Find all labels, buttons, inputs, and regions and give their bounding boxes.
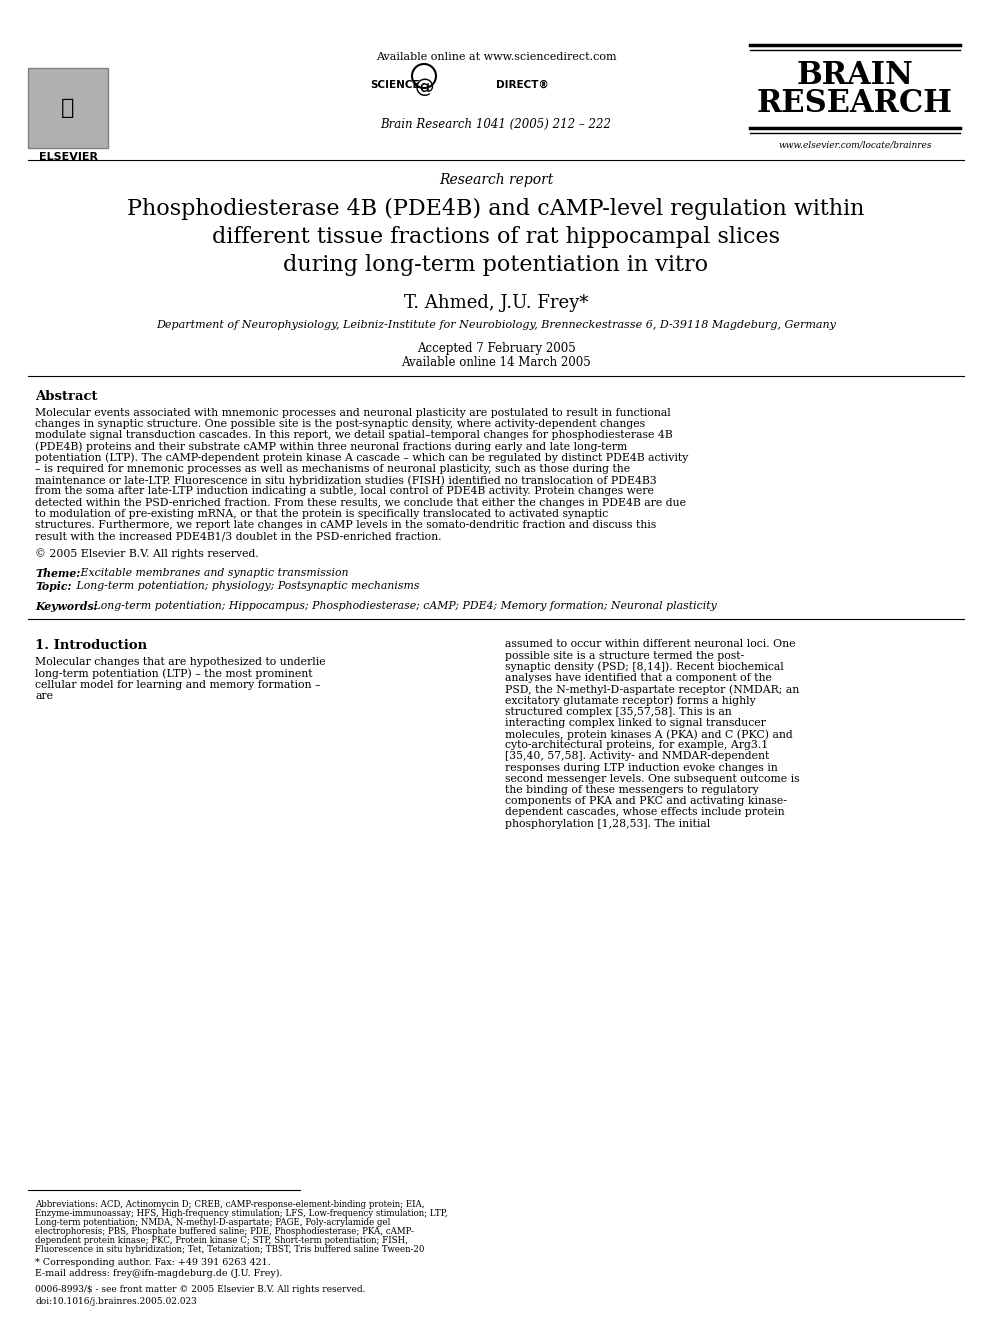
Text: are: are [35, 691, 53, 701]
Text: 🌳: 🌳 [62, 98, 74, 118]
Text: © 2005 Elsevier B.V. All rights reserved.: © 2005 Elsevier B.V. All rights reserved… [35, 549, 259, 560]
Text: Long-term potentiation; physiology; Postsynaptic mechanisms: Long-term potentiation; physiology; Post… [73, 581, 420, 591]
Text: Theme:: Theme: [35, 569, 80, 579]
Text: synaptic density (PSD; [8,14]). Recent biochemical: synaptic density (PSD; [8,14]). Recent b… [505, 662, 784, 672]
Text: assumed to occur within different neuronal loci. One: assumed to occur within different neuron… [505, 639, 796, 650]
Text: Topic:: Topic: [35, 581, 71, 593]
Text: Fluorescence in situ hybridization; Tet, Tetanization; TBST, Tris buffered salin: Fluorescence in situ hybridization; Tet,… [35, 1245, 425, 1254]
Text: dependent cascades, whose effects include protein: dependent cascades, whose effects includ… [505, 807, 785, 818]
Text: 0006-8993/$ - see front matter © 2005 Elsevier B.V. All rights reserved.: 0006-8993/$ - see front matter © 2005 El… [35, 1285, 365, 1294]
Text: structures. Furthermore, we report late changes in cAMP levels in the somato-den: structures. Furthermore, we report late … [35, 520, 657, 531]
Text: DIRECT®: DIRECT® [496, 79, 549, 90]
Text: from the soma after late-LTP induction indicating a subtle, local control of PDE: from the soma after late-LTP induction i… [35, 487, 654, 496]
Text: @: @ [415, 78, 434, 97]
Text: potentiation (LTP). The cAMP-dependent protein kinase A cascade – which can be r: potentiation (LTP). The cAMP-dependent p… [35, 452, 688, 463]
Text: cyto-architectural proteins, for example, Arg3.1: cyto-architectural proteins, for example… [505, 740, 768, 750]
Text: SCIENCE: SCIENCE [370, 79, 420, 90]
Text: Research report: Research report [438, 173, 554, 187]
Text: doi:10.1016/j.brainres.2005.02.023: doi:10.1016/j.brainres.2005.02.023 [35, 1297, 196, 1306]
Text: Available online 14 March 2005: Available online 14 March 2005 [401, 356, 591, 369]
Text: result with the increased PDE4B1/3 doublet in the PSD-enriched fraction.: result with the increased PDE4B1/3 doubl… [35, 532, 441, 541]
Text: excitatory glutamate receptor) forms a highly: excitatory glutamate receptor) forms a h… [505, 696, 756, 706]
Text: www.elsevier.com/locate/brainres: www.elsevier.com/locate/brainres [779, 140, 931, 149]
Text: phosphorylation [1,28,53]. The initial: phosphorylation [1,28,53]. The initial [505, 819, 710, 828]
Text: the binding of these messengers to regulatory: the binding of these messengers to regul… [505, 785, 759, 795]
Text: cellular model for learning and memory formation –: cellular model for learning and memory f… [35, 680, 320, 689]
Text: dependent protein kinase; PKC, Protein kinase C; STP, Short-term potentiation; F: dependent protein kinase; PKC, Protein k… [35, 1236, 408, 1245]
Text: modulate signal transduction cascades. In this report, we detail spatial–tempora: modulate signal transduction cascades. I… [35, 430, 673, 441]
Text: Phosphodiesterase 4B (PDE4B) and cAMP-level regulation within: Phosphodiesterase 4B (PDE4B) and cAMP-le… [127, 198, 865, 220]
Bar [28, 67, 108, 148]
Text: to modulation of pre-existing mRNA, or that the protein is specifically transloc: to modulation of pre-existing mRNA, or t… [35, 509, 608, 519]
Text: T. Ahmed, J.U. Frey*: T. Ahmed, J.U. Frey* [404, 294, 588, 312]
Text: detected within the PSD-enriched fraction. From these results, we conclude that : detected within the PSD-enriched fractio… [35, 497, 686, 508]
Text: – is required for mnemonic processes as well as mechanisms of neuronal plasticit: – is required for mnemonic processes as … [35, 464, 630, 474]
Text: electrophoresis; PBS, Phosphate buffered saline; PDE, Phosphodiesterase; PKA, cA: electrophoresis; PBS, Phosphate buffered… [35, 1226, 414, 1236]
Text: Abbreviations: ACD, Actinomycin D; CREB, cAMP-response-element-binding protein; : Abbreviations: ACD, Actinomycin D; CREB,… [35, 1200, 425, 1209]
Text: (PDE4B) proteins and their substrate cAMP within three neuronal fractions during: (PDE4B) proteins and their substrate cAM… [35, 442, 627, 452]
Text: possible site is a structure termed the post-: possible site is a structure termed the … [505, 651, 744, 660]
Text: different tissue fractions of rat hippocampal slices: different tissue fractions of rat hippoc… [212, 226, 780, 247]
Text: during long-term potentiation in vitro: during long-term potentiation in vitro [284, 254, 708, 277]
Text: Accepted 7 February 2005: Accepted 7 February 2005 [417, 343, 575, 355]
Text: BRAIN: BRAIN [797, 60, 914, 91]
Text: Long-term potentiation; Hippocampus; Phosphodiesterase; cAMP; PDE4; Memory forma: Long-term potentiation; Hippocampus; Pho… [90, 602, 717, 611]
Text: components of PKA and PKC and activating kinase-: components of PKA and PKC and activating… [505, 796, 787, 806]
Text: second messenger levels. One subsequent outcome is: second messenger levels. One subsequent … [505, 774, 800, 783]
Text: [35,40, 57,58]. Activity- and NMDAR-dependent: [35,40, 57,58]. Activity- and NMDAR-depe… [505, 751, 769, 762]
Text: responses during LTP induction evoke changes in: responses during LTP induction evoke cha… [505, 762, 778, 773]
Text: Department of Neurophysiology, Leibniz-Institute for Neurobiology, Brenneckestra: Department of Neurophysiology, Leibniz-I… [156, 320, 836, 329]
Text: ELSEVIER: ELSEVIER [39, 152, 97, 161]
FancyBboxPatch shape [28, 67, 108, 148]
Text: structured complex [35,57,58]. This is an: structured complex [35,57,58]. This is a… [505, 706, 732, 717]
Text: Abstract: Abstract [35, 390, 97, 404]
Text: changes in synaptic structure. One possible site is the post-synaptic density, w: changes in synaptic structure. One possi… [35, 419, 645, 429]
Text: analyses have identified that a component of the: analyses have identified that a componen… [505, 673, 772, 683]
Text: molecules, protein kinases A (PKA) and C (PKC) and: molecules, protein kinases A (PKA) and C… [505, 729, 793, 740]
Text: maintenance or late-LTP. Fluorescence in situ hybridization studies (FISH) ident: maintenance or late-LTP. Fluorescence in… [35, 475, 657, 486]
Text: Long-term potentiation; NMDA, N-methyl-D-aspartate; PAGE, Poly-acrylamide gel: Long-term potentiation; NMDA, N-methyl-D… [35, 1218, 391, 1226]
Text: Molecular changes that are hypothesized to underlie: Molecular changes that are hypothesized … [35, 658, 325, 667]
Text: Excitable membranes and synaptic transmission: Excitable membranes and synaptic transmi… [77, 569, 348, 578]
Text: E-mail address: frey@ifn-magdeburg.de (J.U. Frey).: E-mail address: frey@ifn-magdeburg.de (J… [35, 1269, 283, 1278]
Text: * Corresponding author. Fax: +49 391 6263 421.: * Corresponding author. Fax: +49 391 626… [35, 1258, 271, 1267]
Text: Molecular events associated with mnemonic processes and neuronal plasticity are : Molecular events associated with mnemoni… [35, 407, 671, 418]
Text: Brain Research 1041 (2005) 212 – 222: Brain Research 1041 (2005) 212 – 222 [381, 118, 611, 131]
Text: PSD, the N-methyl-D-aspartate receptor (NMDAR; an: PSD, the N-methyl-D-aspartate receptor (… [505, 684, 800, 695]
Text: interacting complex linked to signal transducer: interacting complex linked to signal tra… [505, 718, 766, 728]
Text: Enzyme-immunoassay; HFS, High-frequency stimulation; LFS, Low-frequency stimulat: Enzyme-immunoassay; HFS, High-frequency … [35, 1209, 447, 1218]
Text: Keywords:: Keywords: [35, 602, 97, 613]
Text: 1. Introduction: 1. Introduction [35, 639, 147, 652]
Text: long-term potentiation (LTP) – the most prominent: long-term potentiation (LTP) – the most … [35, 668, 312, 679]
Text: Available online at www.sciencedirect.com: Available online at www.sciencedirect.co… [376, 52, 616, 62]
Text: RESEARCH: RESEARCH [757, 89, 953, 119]
